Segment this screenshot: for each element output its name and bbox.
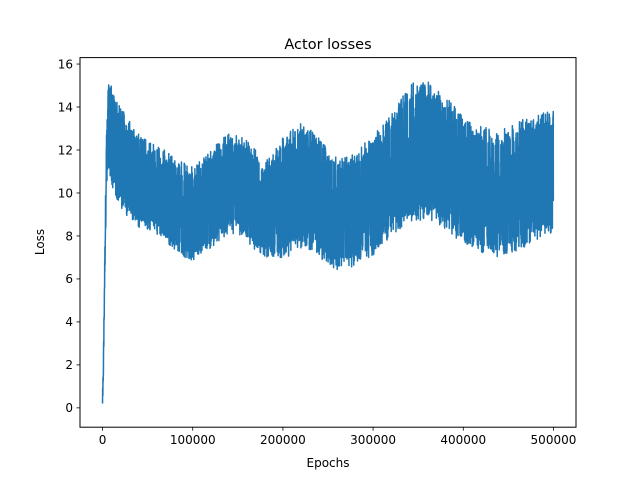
plot-frame (79, 57, 577, 428)
y-axis: 0 2 4 6 8 10 12 14 16 (58, 57, 80, 415)
y-axis-label: Loss (33, 229, 47, 255)
chart-title: Actor losses (284, 37, 371, 53)
y-tick-label: 8 (65, 229, 73, 243)
y-tick-label: 0 (65, 401, 73, 415)
y-tick-label: 2 (65, 358, 73, 372)
x-tick-label: 100000 (170, 433, 216, 447)
x-tick-label: 400000 (440, 433, 486, 447)
series-line (101, 81, 555, 404)
x-tick-label: 0 (99, 433, 107, 447)
series-layer (101, 81, 555, 404)
y-tick-label: 6 (65, 272, 73, 286)
x-tick-label: 500000 (531, 433, 577, 447)
x-axis-label: Epochs (307, 456, 350, 470)
y-tick-label: 10 (58, 186, 73, 200)
y-tick-label: 4 (65, 315, 73, 329)
x-axis: 0 100000 200000 300000 400000 500000 (99, 427, 577, 447)
x-tick-label: 200000 (260, 433, 306, 447)
y-tick-label: 16 (58, 57, 73, 71)
y-tick-label: 12 (58, 143, 73, 157)
y-tick-label: 14 (58, 100, 73, 114)
x-tick-label: 300000 (350, 433, 396, 447)
